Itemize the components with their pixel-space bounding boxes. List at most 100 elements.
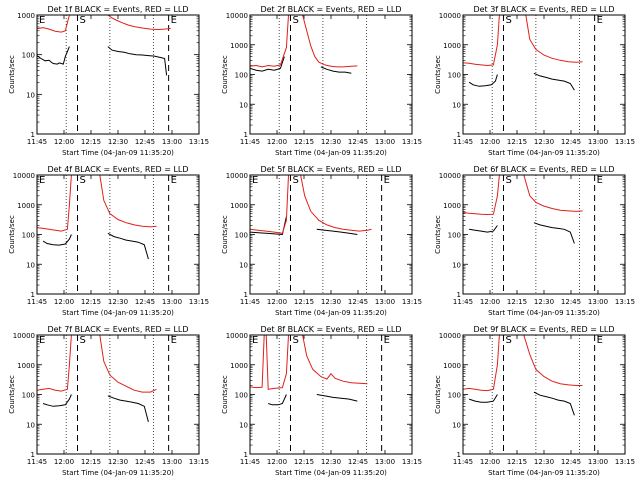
x-tick-label: 11:45 (27, 458, 47, 466)
series-line-events (316, 228, 358, 235)
x-axis-label: Start Time (04-Jan-09 11:35:20) (275, 149, 387, 157)
series-line-events (107, 232, 149, 260)
series-line-lld (462, 14, 500, 67)
series-line-lld (36, 14, 70, 33)
y-tick-label: 1 (244, 131, 248, 139)
detector-panel-3: Det 3f BLACK = Events, RED = LLD Counts/s… (434, 5, 635, 157)
x-tick-label: 12:45 (348, 298, 368, 306)
series-line-events (533, 72, 575, 91)
y-tick-label: 100 (448, 232, 461, 240)
x-axis-label: Start Time (04-Jan-09 11:35:20) (488, 469, 600, 477)
event-marker-label: E (171, 15, 177, 26)
x-tick-label: 12:30 (321, 458, 341, 466)
x-tick-label: 12:00 (267, 138, 287, 146)
series-line-lld (523, 334, 583, 386)
event-marker-label: S (80, 15, 86, 26)
event-marker-label: S (506, 335, 512, 346)
series-line-events (316, 394, 358, 402)
event-marker-label: E (597, 15, 603, 26)
x-tick-label: 11:45 (453, 298, 473, 306)
event-marker-label: E (39, 175, 45, 186)
event-marker-label: S (506, 15, 512, 26)
panel-title: Det 8f BLACK = Events, RED = LLD (260, 325, 401, 334)
y-tick-label: 100 (235, 72, 248, 80)
series-line-lld (302, 14, 358, 68)
panel-title: Det 5f BLACK = Events, RED = LLD (260, 165, 401, 174)
series-line-events (468, 74, 498, 87)
y-axis-label: Counts/sec (434, 215, 442, 254)
x-axis-label: Start Time (04-Jan-09 11:35:20) (62, 309, 174, 317)
y-tick-label: 10000 (226, 12, 248, 20)
y-tick-label: 10 (452, 261, 461, 269)
y-tick-label: 1 (457, 451, 461, 459)
x-tick-label: 11:45 (240, 298, 260, 306)
x-tick-label: 13:00 (375, 298, 395, 306)
x-tick-label: 12:00 (480, 138, 500, 146)
y-axis-label: Counts/sec (8, 215, 16, 254)
plot-frame (249, 334, 413, 455)
x-axis-label: Start Time (04-Jan-09 11:35:20) (275, 309, 387, 317)
detector-panel-8: Det 8f BLACK = Events, RED = LLD Counts/s… (221, 325, 422, 477)
y-tick-label: 10000 (439, 172, 461, 180)
x-axis-label: Start Time (04-Jan-09 11:35:20) (275, 469, 387, 477)
event-marker-label: E (384, 175, 390, 186)
x-tick-label: 13:15 (402, 298, 422, 306)
x-tick-label: 12:00 (54, 138, 74, 146)
y-tick-label: 10000 (439, 12, 461, 20)
y-tick-label: 1000 (17, 362, 35, 370)
panel-title: Det 4f BLACK = Events, RED = LLD (47, 165, 188, 174)
x-tick-label: 12:00 (267, 298, 287, 306)
x-tick-label: 12:15 (507, 458, 527, 466)
x-tick-label: 12:45 (135, 298, 155, 306)
series-line-lld (36, 334, 72, 392)
series-line-lld (36, 174, 72, 232)
y-tick-label: 1000 (17, 202, 35, 210)
x-tick-label: 13:15 (402, 138, 422, 146)
x-tick-label: 11:45 (453, 138, 473, 146)
x-tick-label: 13:15 (189, 458, 209, 466)
plot-frame (462, 174, 626, 295)
x-tick-label: 12:00 (54, 458, 74, 466)
event-marker-label: E (252, 335, 258, 346)
x-tick-label: 13:00 (162, 298, 182, 306)
y-tick-label: 100 (448, 72, 461, 80)
series-line-events (107, 46, 168, 76)
y-tick-label: 100 (22, 392, 35, 400)
plot-frame (249, 14, 413, 135)
y-tick-label: 1 (244, 291, 248, 299)
x-tick-label: 11:45 (240, 458, 260, 466)
series-line-lld (302, 334, 368, 385)
x-tick-label: 13:00 (588, 138, 608, 146)
x-tick-label: 11:45 (27, 298, 47, 306)
x-tick-label: 13:00 (375, 138, 395, 146)
event-marker-label: E (39, 15, 45, 26)
plot-frame (462, 14, 626, 135)
y-tick-label: 100 (22, 232, 35, 240)
x-axis-label: Start Time (04-Jan-09 11:35:20) (488, 309, 600, 317)
x-tick-label: 12:30 (321, 138, 341, 146)
x-tick-label: 12:00 (480, 458, 500, 466)
event-marker-label: S (293, 175, 299, 186)
y-axis-label: Counts/sec (8, 375, 16, 414)
y-axis-label: Counts/sec (221, 375, 229, 414)
detector-panel-2: Det 2f BLACK = Events, RED = LLD Counts/s… (221, 5, 422, 157)
x-tick-label: 12:45 (561, 298, 581, 306)
x-tick-label: 13:15 (189, 298, 209, 306)
y-tick-label: 10000 (439, 332, 461, 340)
y-tick-label: 1000 (443, 202, 461, 210)
x-tick-label: 12:30 (321, 298, 341, 306)
plot-frame (249, 174, 413, 295)
x-tick-label: 12:45 (561, 138, 581, 146)
y-tick-label: 1 (244, 451, 248, 459)
event-marker-label: E (384, 335, 390, 346)
y-tick-label: 1000 (17, 12, 35, 20)
y-tick-label: 10 (239, 261, 248, 269)
x-tick-label: 12:45 (348, 138, 368, 146)
panel-title: Det 9f BLACK = Events, RED = LLD (473, 325, 614, 334)
y-axis-label: Counts/sec (8, 55, 16, 94)
x-tick-label: 12:15 (507, 298, 527, 306)
x-tick-label: 13:00 (162, 458, 182, 466)
y-tick-label: 10 (452, 421, 461, 429)
plot-frame (36, 334, 200, 455)
y-tick-label: 100 (448, 392, 461, 400)
